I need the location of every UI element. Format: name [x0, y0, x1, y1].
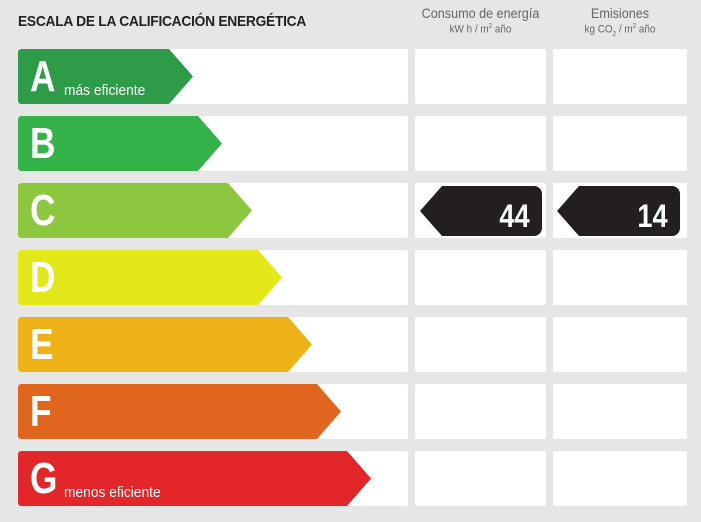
rating-arrow: F: [18, 384, 341, 439]
energy-cell: [415, 384, 546, 439]
energy-value-tag: 44: [420, 186, 542, 236]
rating-arrow: A más eficiente: [18, 49, 193, 104]
rating-label: menos eficiente: [64, 484, 161, 501]
emissions-value: 14: [637, 198, 668, 234]
emissions-cell: [553, 49, 687, 104]
rating-row-f: F: [0, 384, 701, 439]
rating-letter: D: [30, 253, 56, 302]
emissions-cell: [553, 250, 687, 305]
rating-letter: C: [30, 186, 56, 235]
emissions-cell: [553, 451, 687, 506]
rating-letter: E: [30, 320, 54, 369]
rating-letter: G: [30, 454, 58, 503]
rating-label: más eficiente: [64, 82, 146, 99]
emissions-cell: [553, 317, 687, 372]
energy-column-unit: kW h / m2 año: [449, 23, 512, 36]
rating-row-d: D: [0, 250, 701, 305]
rating-row-g: G menos eficiente: [0, 451, 701, 506]
emissions-column-label: Emisiones: [590, 5, 650, 21]
rating-letter: A: [30, 52, 56, 101]
energy-cell: [415, 116, 546, 171]
rating-letter: B: [30, 119, 56, 168]
emissions-column-unit: kg CO2 / m2 año: [584, 23, 656, 38]
rating-arrow: E: [18, 317, 312, 372]
rating-arrow: B: [18, 116, 222, 171]
rating-arrow: D: [18, 250, 282, 305]
energy-cell: [415, 250, 546, 305]
energy-column-label: Consumo de energía: [421, 5, 540, 21]
rating-row-a: A más eficiente: [0, 49, 701, 104]
rating-row-c: C 44 14: [0, 183, 701, 238]
rating-arrow: G menos eficiente: [18, 451, 371, 506]
rating-row-b: B: [0, 116, 701, 171]
energy-cell: [415, 451, 546, 506]
emissions-cell: [553, 116, 687, 171]
page-title: ESCALA DE LA CALIFICACIÓN ENERGÉTICA: [18, 13, 307, 30]
rating-arrow: C: [18, 183, 252, 238]
rating-letter: F: [30, 387, 52, 436]
energy-cell: [415, 317, 546, 372]
energy-cell: [415, 49, 546, 104]
energy-column-header: Consumo de energía kW h / m2 año: [410, 5, 551, 36]
rating-row-e: E: [0, 317, 701, 372]
emissions-column-header: Emisiones kg CO2 / m2 año: [548, 5, 692, 38]
emissions-cell: [553, 384, 687, 439]
energy-value: 44: [499, 198, 530, 234]
emissions-value-tag: 14: [557, 186, 680, 236]
